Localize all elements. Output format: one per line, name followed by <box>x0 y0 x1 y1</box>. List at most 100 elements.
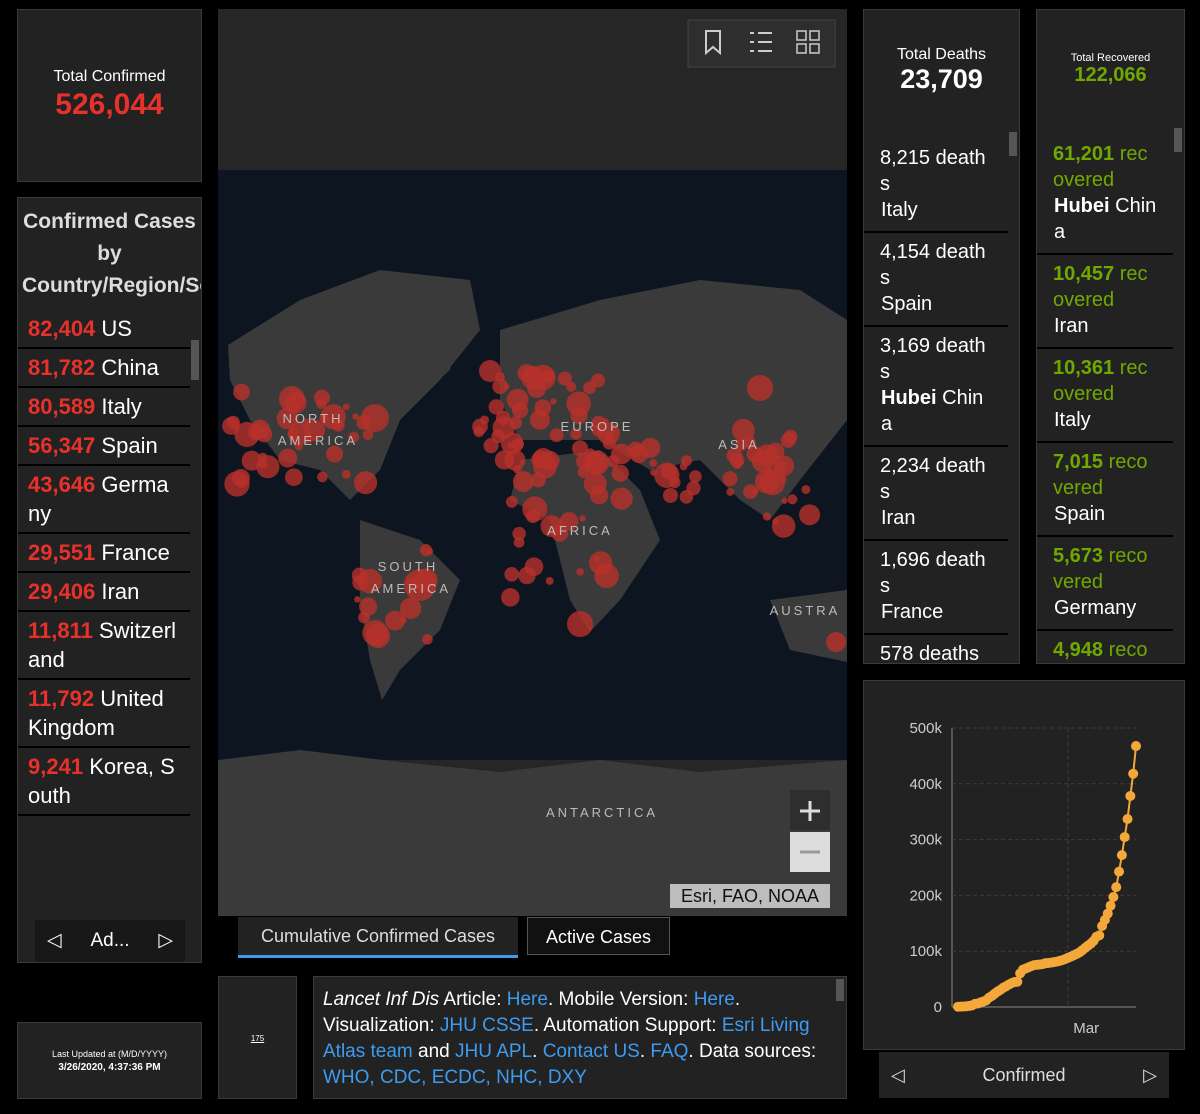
case-circle <box>278 448 298 468</box>
case-circle <box>589 486 609 505</box>
continent-label: AMERICA <box>371 581 451 596</box>
text: Lancet Inf Dis <box>323 989 440 1010</box>
chart-nav[interactable]: ◁ Confirmed ▷ <box>879 1052 1169 1098</box>
place: Spain <box>881 293 933 315</box>
case-circle <box>549 428 564 443</box>
info-box: Lancet Inf Dis Article: Here. Mobile Ver… <box>313 976 847 1099</box>
list-item: 5,673 recovered Germany <box>1037 537 1173 631</box>
case-circle <box>579 515 586 522</box>
case-circle <box>764 466 775 478</box>
point <box>1102 908 1113 919</box>
value: 3/26/2020, 4:37:36 PM <box>58 1062 161 1073</box>
place: China <box>881 387 984 435</box>
point <box>1116 850 1127 861</box>
case-circle <box>611 464 629 483</box>
link[interactable]: JHU CSSE <box>439 1015 534 1036</box>
case-circle <box>317 471 328 483</box>
count: 4,154 <box>880 241 931 263</box>
deaths-list: 8,215 deaths Italy 4,154 deaths Spain 3,169 … <box>864 139 1008 664</box>
case-circle <box>601 418 609 425</box>
count: 7,015 <box>1053 451 1104 473</box>
map[interactable]: NORTH AMERICA EUROPE ASIA AFRICA SOUTH AMERICA… <box>218 9 847 916</box>
unit: deaths <box>880 147 986 195</box>
tab-active[interactable]: Active Cases <box>527 917 670 955</box>
nav-label: Confirmed <box>982 1065 1066 1085</box>
case-circle <box>669 476 681 489</box>
place-line: Hubei China <box>1053 193 1157 245</box>
link[interactable]: WHO, CDC, ECDC, NHC, DXY <box>323 1067 587 1088</box>
case-circle <box>570 428 582 440</box>
case-circle <box>399 597 422 619</box>
deaths-panel: Total Deaths 23,709 8,215 deaths Italy 4,1… <box>863 9 1020 664</box>
unit: deaths <box>918 643 979 664</box>
case-circle <box>513 465 522 474</box>
place-line: Hubei China <box>880 385 992 437</box>
unit: recovered <box>1108 639 1148 661</box>
link[interactable]: JHU APL <box>455 1041 533 1062</box>
place: Spain <box>1054 503 1106 525</box>
case-circle <box>491 429 505 444</box>
list-nav[interactable]: ◁ Ad... ▷ <box>35 920 185 962</box>
basemap-icon[interactable] <box>796 30 820 54</box>
name: Italy <box>101 394 142 419</box>
attribution: Esri, FAO, NOAA <box>681 886 819 906</box>
case-circle <box>686 481 701 496</box>
x-tick-label: Mar <box>1073 1020 1099 1037</box>
link[interactable]: Here <box>506 989 548 1010</box>
text: . Data sources: <box>688 1041 817 1062</box>
case-circle <box>610 487 633 510</box>
place: China <box>1054 195 1157 243</box>
case-circle <box>512 526 526 541</box>
scrollbar <box>1174 128 1182 152</box>
case-circle <box>627 441 644 458</box>
case-circle <box>504 449 526 471</box>
name: Germany <box>28 472 169 526</box>
case-circle <box>826 632 846 652</box>
case-circle <box>783 429 798 444</box>
bookmark-icon[interactable] <box>705 30 721 56</box>
name: Korea, South <box>28 754 175 808</box>
case-circle <box>357 568 383 594</box>
tab-cumulative[interactable]: Cumulative Confirmed Cases <box>238 917 518 958</box>
place-line: Italy <box>1053 407 1157 433</box>
place-line: Iran <box>1053 313 1157 339</box>
info-text: Lancet Inf Dis Article: Here. Mobile Ver… <box>323 987 830 1091</box>
text: Article: <box>439 989 507 1010</box>
case-circle <box>801 485 811 494</box>
case-circle <box>771 514 796 538</box>
case-circle <box>250 419 270 440</box>
case-circle <box>540 515 563 537</box>
link[interactable]: Esri Living Atlas team <box>323 1015 810 1062</box>
case-circle <box>526 369 534 377</box>
list-item: 11,792 United Kingdom <box>18 680 190 748</box>
region: Hubei <box>1054 195 1110 217</box>
scrollbar <box>191 340 199 380</box>
total-confirmed: Total Confirmed 526,044 <box>17 9 202 182</box>
list-item: 9,241 Korea, South <box>18 748 190 816</box>
case-circle <box>488 399 504 415</box>
case-circle <box>531 450 549 469</box>
nav-label: Ad... <box>90 930 130 951</box>
link[interactable]: Contact US <box>542 1041 640 1062</box>
link[interactable]: FAQ <box>650 1041 689 1062</box>
case-circle <box>591 422 606 437</box>
case-circle <box>570 407 588 425</box>
case-circle <box>479 360 501 382</box>
list-item: 11,811 Switzerland <box>18 612 190 680</box>
list-item: 10,361 recovered Italy <box>1037 349 1173 443</box>
label: Total Recovered <box>1070 52 1151 64</box>
list-icon[interactable] <box>750 32 772 52</box>
place: Iran <box>881 507 916 529</box>
case-circle <box>640 437 661 459</box>
case-circle <box>513 536 525 548</box>
text: and <box>412 1041 456 1062</box>
place-line: Spain <box>880 291 992 317</box>
text: . <box>639 1041 651 1062</box>
count: 2,234 <box>880 455 931 477</box>
point <box>1122 813 1133 824</box>
text: . Automation Support: <box>533 1015 722 1036</box>
unit: recovered <box>1053 143 1148 191</box>
name: France <box>101 540 170 565</box>
point <box>1119 832 1130 843</box>
link[interactable]: Here <box>693 989 735 1010</box>
